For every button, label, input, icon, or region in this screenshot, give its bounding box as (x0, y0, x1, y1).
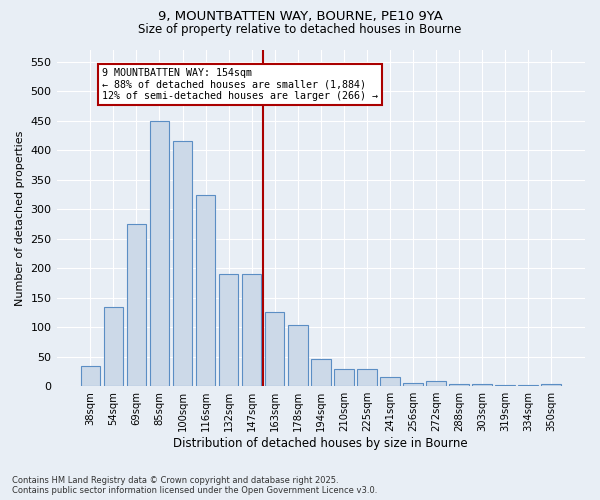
X-axis label: Distribution of detached houses by size in Bourne: Distribution of detached houses by size … (173, 437, 468, 450)
Bar (149, 121, 169, 386)
Text: Contains HM Land Registry data © Crown copyright and database right 2025.
Contai: Contains HM Land Registry data © Crown c… (12, 476, 377, 495)
Bar (541, 384, 561, 386)
Bar (403, 384, 423, 386)
Bar (426, 382, 446, 386)
Bar (219, 274, 238, 386)
Bar (173, 142, 193, 386)
Bar (334, 368, 353, 386)
Text: 9 MOUNTBATTEN WAY: 154sqm
← 88% of detached houses are smaller (1,884)
12% of se: 9 MOUNTBATTEN WAY: 154sqm ← 88% of detac… (102, 68, 378, 101)
Bar (104, 306, 123, 386)
Bar (196, 194, 215, 386)
Bar (288, 326, 308, 386)
Bar (242, 274, 262, 386)
Bar (380, 378, 400, 386)
Text: 9, MOUNTBATTEN WAY, BOURNE, PE10 9YA: 9, MOUNTBATTEN WAY, BOURNE, PE10 9YA (158, 10, 442, 23)
Text: Size of property relative to detached houses in Bourne: Size of property relative to detached ho… (139, 22, 461, 36)
Bar (449, 384, 469, 386)
Bar (472, 384, 492, 386)
Bar (311, 359, 331, 386)
Bar (496, 385, 515, 386)
Bar (265, 312, 284, 386)
Bar (518, 385, 538, 386)
Bar (80, 366, 100, 386)
Bar (127, 224, 146, 386)
Y-axis label: Number of detached properties: Number of detached properties (15, 130, 25, 306)
Bar (357, 368, 377, 386)
